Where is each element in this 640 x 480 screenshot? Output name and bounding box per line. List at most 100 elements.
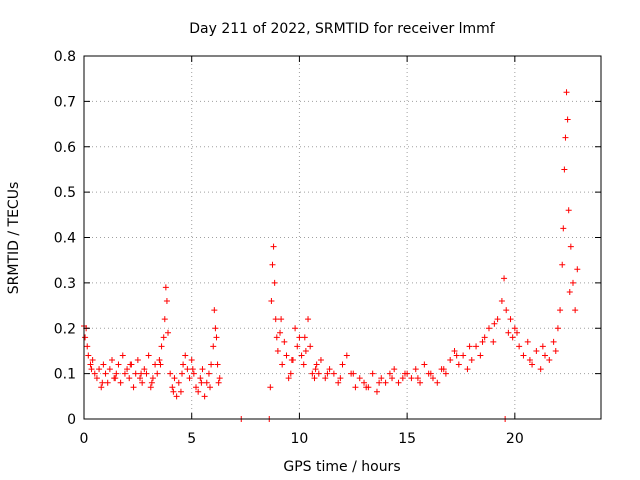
axis-ticks: 0 0.1 0.2 0.3 0.4 0.5 0.6 0.7 0.8 0 5 10 15 20	[54, 49, 601, 447]
data-point	[288, 357, 295, 364]
data-point	[335, 379, 342, 386]
data-point	[552, 347, 559, 354]
data-point	[574, 266, 581, 273]
data-point	[132, 370, 139, 377]
data-point	[270, 243, 277, 250]
data-points	[81, 89, 581, 422]
y-tick-label: 0.1	[54, 367, 76, 383]
data-point	[554, 325, 561, 332]
data-point	[312, 366, 319, 373]
data-point	[84, 343, 91, 350]
data-point	[386, 370, 393, 377]
data-point	[440, 366, 447, 373]
data-point	[157, 361, 164, 368]
data-point	[479, 338, 486, 345]
data-point	[298, 352, 305, 359]
data-point	[210, 343, 217, 350]
data-point	[109, 357, 116, 364]
y-axis-label: SRMTID / TECUs	[6, 182, 22, 295]
data-point	[356, 375, 363, 382]
x-tick-label: 15	[398, 431, 416, 447]
data-point	[169, 384, 176, 391]
data-point	[138, 370, 145, 377]
data-point	[173, 393, 180, 400]
data-point	[322, 375, 329, 382]
data-point	[363, 384, 370, 391]
data-point	[294, 343, 301, 350]
data-point	[401, 370, 408, 377]
data-point	[271, 279, 278, 286]
data-point	[124, 366, 131, 373]
data-point	[560, 225, 567, 232]
data-point	[533, 347, 540, 354]
data-point	[203, 379, 210, 386]
data-point	[429, 375, 436, 382]
data-point	[369, 370, 376, 377]
data-point	[307, 343, 314, 350]
y-tick-label: 0.7	[54, 94, 76, 110]
data-point	[189, 366, 196, 373]
data-point	[507, 316, 514, 323]
data-point	[498, 298, 505, 305]
data-point	[490, 338, 497, 345]
data-point	[494, 316, 501, 323]
data-point	[137, 375, 144, 382]
data-point	[160, 334, 167, 341]
data-point	[154, 370, 161, 377]
data-point	[278, 316, 285, 323]
data-point	[277, 329, 284, 336]
data-point	[309, 370, 316, 377]
data-point	[317, 357, 324, 364]
data-point	[501, 275, 508, 282]
data-point	[193, 384, 200, 391]
data-point	[563, 89, 570, 96]
x-tick-label: 20	[506, 431, 524, 447]
data-point	[541, 352, 548, 359]
data-point	[313, 361, 320, 368]
data-point	[301, 334, 308, 341]
data-point	[455, 361, 462, 368]
data-point	[273, 334, 280, 341]
data-point	[100, 361, 107, 368]
data-point	[104, 379, 111, 386]
data-point	[491, 320, 498, 327]
data-point	[466, 343, 473, 350]
data-point	[156, 357, 163, 364]
data-point	[216, 375, 223, 382]
data-point	[412, 366, 419, 373]
data-point	[343, 352, 350, 359]
data-point	[190, 370, 197, 377]
data-point	[562, 134, 569, 141]
data-point	[145, 352, 152, 359]
data-point	[511, 325, 518, 332]
data-point	[468, 357, 475, 364]
data-point	[167, 370, 174, 377]
data-point	[557, 307, 564, 314]
data-point	[442, 370, 449, 377]
data-point	[211, 307, 218, 314]
data-point	[520, 352, 527, 359]
data-point	[330, 370, 337, 377]
data-point	[148, 379, 155, 386]
data-point	[561, 166, 568, 173]
x-tick-label: 10	[291, 431, 309, 447]
data-point	[526, 357, 533, 364]
data-point	[161, 316, 168, 323]
data-point	[529, 361, 536, 368]
data-point	[198, 379, 205, 386]
data-point	[324, 370, 331, 377]
data-point	[99, 379, 106, 386]
data-point	[352, 384, 359, 391]
data-point	[326, 366, 333, 373]
data-point	[130, 384, 137, 391]
data-point	[337, 375, 344, 382]
data-point	[215, 379, 222, 386]
data-point	[464, 366, 471, 373]
data-point	[139, 379, 146, 386]
x-tick-label: 5	[187, 431, 196, 447]
data-point	[509, 334, 516, 341]
data-point	[296, 334, 303, 341]
data-point	[414, 375, 421, 382]
data-point	[361, 379, 368, 386]
